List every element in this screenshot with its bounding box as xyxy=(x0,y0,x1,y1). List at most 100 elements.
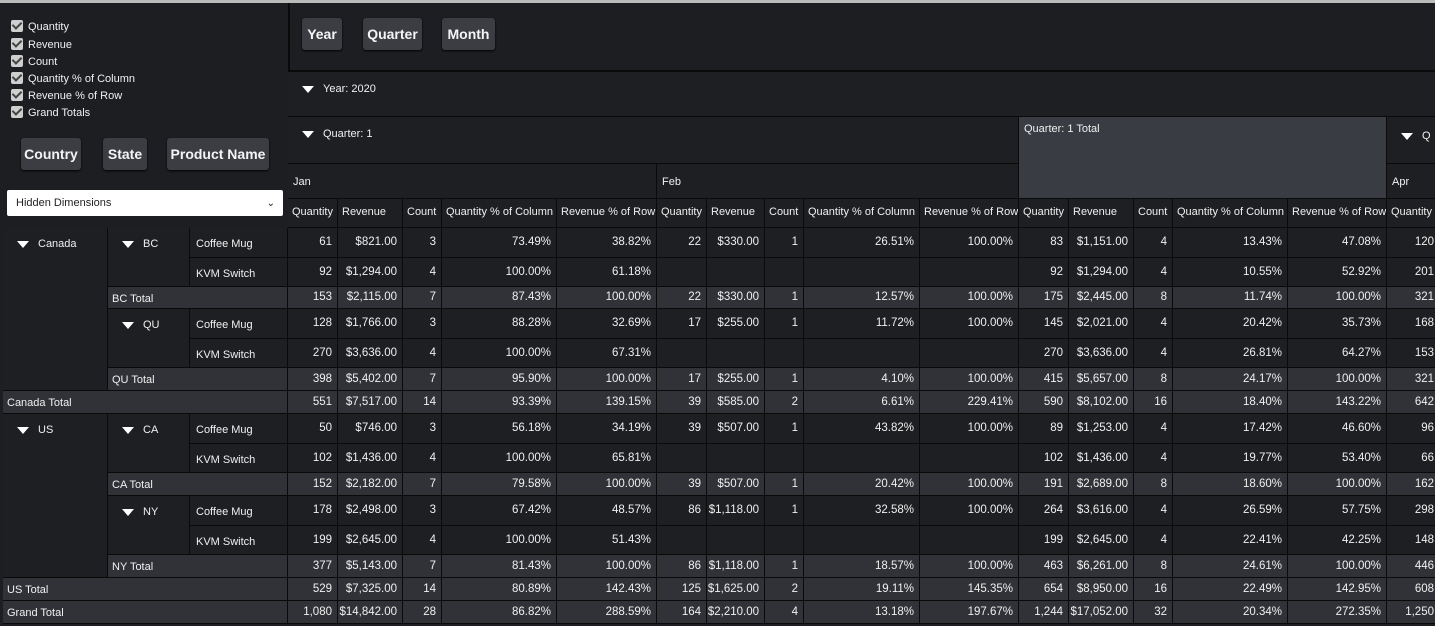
column-dimension-button[interactable]: Month xyxy=(442,18,495,50)
checkbox[interactable] xyxy=(11,55,23,67)
hidden-dimensions-dropdown[interactable]: Hidden Dimensions ⌄ xyxy=(7,190,283,216)
cell: 26.81% xyxy=(1173,339,1288,368)
cell: 446 xyxy=(1387,555,1435,578)
cell-text: 1 xyxy=(791,478,798,490)
checkbox-label: Grand Totals xyxy=(28,106,228,120)
cell-text: 100.00% xyxy=(967,291,1013,303)
cell-text: 1 xyxy=(791,373,798,385)
row-dimension-button-text: Product Name xyxy=(170,146,266,162)
cell-text: $2,689.00 xyxy=(1076,478,1128,490)
cell-text: $2,210.00 xyxy=(707,606,759,618)
column-dimension-button[interactable]: Quarter xyxy=(363,18,422,50)
cell: $2,645.00 xyxy=(1069,526,1134,555)
column-dimension-button[interactable]: Year xyxy=(302,18,342,50)
cell-text: 128 xyxy=(312,317,332,329)
expand-arrow[interactable] xyxy=(302,130,314,138)
cell-text: 13.18% xyxy=(874,606,914,618)
checkbox[interactable] xyxy=(11,89,23,101)
expand-arrow[interactable] xyxy=(122,508,134,516)
checkbox[interactable] xyxy=(11,20,23,32)
row-header: Canada Total xyxy=(3,391,288,414)
cell-text: $2,115.00 xyxy=(346,291,397,303)
expand-arrow[interactable] xyxy=(122,321,134,329)
cell: 38.82% xyxy=(557,228,657,258)
cell-text: 321 xyxy=(1414,291,1434,303)
cell-text: 100.00% xyxy=(967,504,1013,516)
cell-text: 16 xyxy=(1154,583,1167,595)
expand-arrow[interactable] xyxy=(122,426,134,434)
cell: 229.41% xyxy=(920,391,1019,414)
cell-text: 50 xyxy=(319,422,332,434)
cell-text: $1,766.00 xyxy=(345,317,397,329)
cell-text: 89 xyxy=(1050,422,1063,434)
cell-text: 463 xyxy=(1043,560,1063,572)
row-header: KVM Switch xyxy=(190,526,288,555)
cell-text: 38.82% xyxy=(611,236,651,248)
cell: 272.35% xyxy=(1288,601,1387,624)
cell xyxy=(707,258,765,287)
cell: 4 xyxy=(1134,309,1173,339)
expand-arrow[interactable] xyxy=(17,240,29,248)
cell-text: 39 xyxy=(688,422,701,434)
cell-text: 100.00% xyxy=(505,534,551,546)
checkbox-label-text: Count xyxy=(28,56,58,68)
cell-text: 26.81% xyxy=(1242,347,1282,359)
cell xyxy=(804,258,920,287)
cell-text: $255.00 xyxy=(717,373,759,385)
cell xyxy=(765,339,804,368)
cell: 100.00% xyxy=(1288,287,1387,309)
cell: 102 xyxy=(288,444,338,473)
row-dimension-button[interactable]: State xyxy=(103,138,147,170)
cell-text: 6.61% xyxy=(881,396,914,408)
quarter-total-header-text: Quarter: 1 Total xyxy=(1024,123,1100,135)
cell-text: 153 xyxy=(1414,347,1434,359)
cell-text: 1 xyxy=(791,504,798,516)
cell-text: 4.10% xyxy=(881,373,914,385)
cell-text: 4 xyxy=(1160,317,1167,329)
cell: 87.43% xyxy=(442,287,557,309)
measure-header-text: Revenue xyxy=(1073,206,1118,218)
cell: 48.57% xyxy=(557,496,657,526)
row-header-text: Coffee Mug xyxy=(196,424,253,436)
measure-header: Quantity % of Column xyxy=(804,199,920,228)
dropdown-label: Hidden Dimensions xyxy=(16,197,112,209)
checkbox[interactable] xyxy=(11,38,23,50)
cell-text: 32 xyxy=(1154,606,1167,618)
row-dimension-button[interactable]: Country xyxy=(21,138,81,170)
cell: 11.74% xyxy=(1173,287,1288,309)
cell: $1,436.00 xyxy=(338,444,403,473)
cell-text: 197.67% xyxy=(967,606,1013,618)
expand-arrow[interactable] xyxy=(122,240,134,248)
cell xyxy=(657,526,707,555)
cell: 590 xyxy=(1019,391,1069,414)
cell: 86.82% xyxy=(442,601,557,624)
cell: $1,118.00 xyxy=(707,555,765,578)
row-header-text: BC Total xyxy=(112,293,154,305)
row-dimension-button[interactable]: Product Name xyxy=(167,138,269,170)
caret: ⌄ xyxy=(266,198,275,209)
cell: 4 xyxy=(1134,339,1173,368)
cell-text: 1,244 xyxy=(1034,606,1063,618)
cell: 197.67% xyxy=(920,601,1019,624)
cell: 201 xyxy=(1387,258,1435,287)
cell-text: $507.00 xyxy=(717,478,759,490)
month-header: Apr xyxy=(1387,164,1435,199)
cell-text: 65.81% xyxy=(611,452,651,464)
checkbox[interactable] xyxy=(11,72,23,84)
cell-text: 4 xyxy=(429,452,436,464)
cell: 153 xyxy=(1387,339,1435,368)
cell-text: 321 xyxy=(1414,373,1434,385)
cell: 100.00% xyxy=(920,287,1019,309)
cell: 17.42% xyxy=(1173,414,1288,444)
cell-text: 51.43% xyxy=(611,534,651,546)
cell: 80.89% xyxy=(442,578,557,601)
divider xyxy=(290,70,1435,72)
cell: 79.58% xyxy=(442,473,557,496)
cell: 16 xyxy=(1134,391,1173,414)
expand-arrow[interactable] xyxy=(302,85,314,93)
cell-text: 13.43% xyxy=(1242,236,1282,248)
expand-arrow[interactable] xyxy=(1401,132,1413,140)
checkbox[interactable] xyxy=(11,106,23,118)
cell-text: 199 xyxy=(312,534,332,546)
expand-arrow[interactable] xyxy=(17,426,29,434)
